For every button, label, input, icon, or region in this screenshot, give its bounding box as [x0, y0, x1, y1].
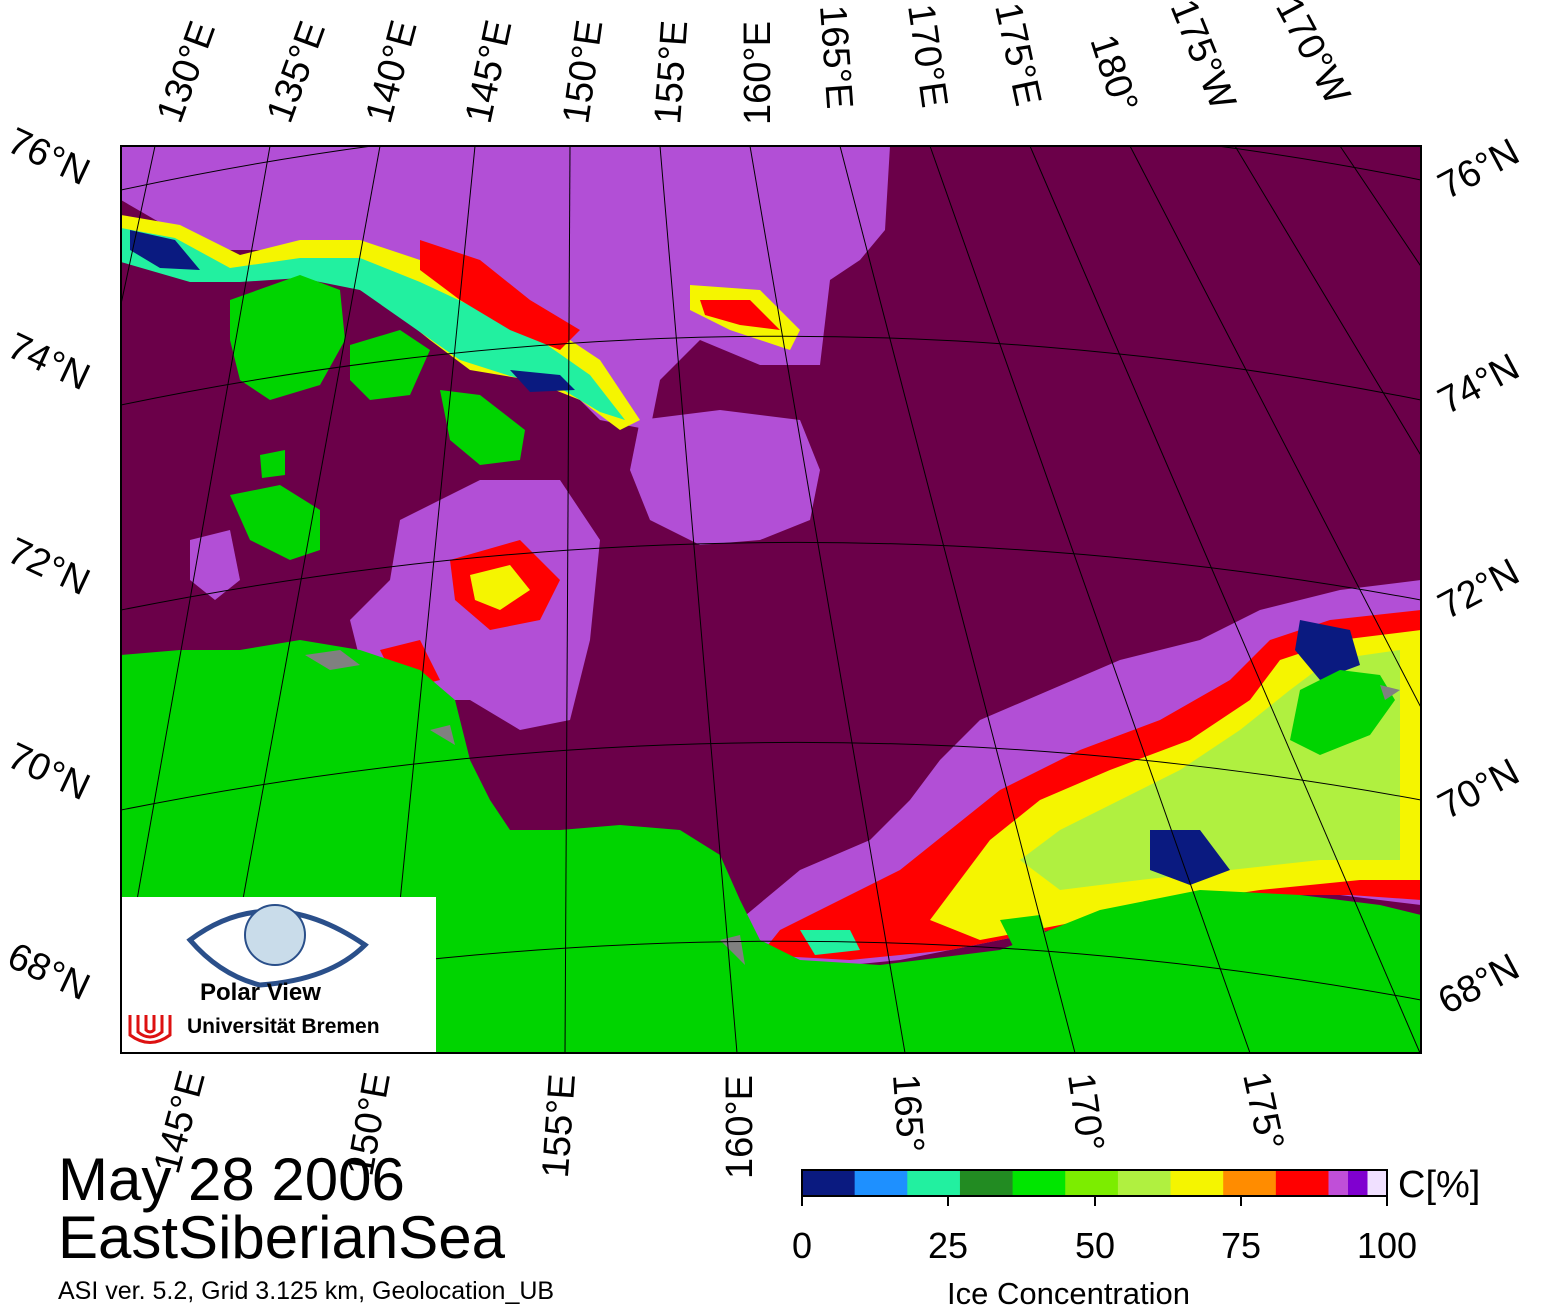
coast-mask: [305, 650, 1400, 965]
lon-label-bottom: 175°: [1234, 1068, 1291, 1154]
colorbar-segment: [907, 1170, 961, 1196]
colorbar-segment: [1223, 1170, 1277, 1196]
lat-label-left: 76°N: [1, 120, 96, 194]
lon-label-bottom: 155°E: [535, 1073, 584, 1180]
colorbar-tick-label: 100: [1356, 1225, 1418, 1266]
colorbar-segment: [1328, 1170, 1349, 1196]
colorbar-segment: [1348, 1170, 1368, 1196]
colorbar-tick-label: 25: [927, 1225, 969, 1266]
logo-institution: Universität Bremen: [187, 1015, 380, 1038]
bremen-logo-icon: [128, 1015, 172, 1044]
colorbar-segment: [802, 1170, 856, 1196]
colorbar-segment: [1117, 1170, 1172, 1196]
lon-label-top: 145°E: [458, 16, 521, 126]
colorbar-segment: [959, 1170, 1014, 1196]
map-frame: [120, 145, 1422, 1054]
colorbar-segment: [1275, 1170, 1329, 1196]
colorbar-ticks: [801, 1196, 1388, 1206]
graticule: [121, 146, 1421, 1053]
lon-label-top: 135°E: [259, 16, 334, 128]
lon-label-top: 180°: [1081, 30, 1145, 118]
colorbar-segment: [1065, 1170, 1119, 1196]
lyakhovsky-island: [230, 485, 320, 560]
new-siberian-islands-2: [350, 330, 430, 400]
colorbar-unit: C[%]: [1398, 1164, 1481, 1206]
lat-label-right: 68°N: [1432, 946, 1527, 1023]
lat-label-left: 74°N: [1, 325, 96, 399]
region-label: EastSiberianSea: [58, 1204, 505, 1271]
colorbar: [802, 1170, 1388, 1196]
mainland: [121, 640, 1421, 1053]
lon-label-bottom: 165°: [884, 1073, 931, 1154]
lon-label-top: 175°W: [1162, 0, 1244, 116]
colorbar-title: Ice Concentration: [947, 1276, 1190, 1311]
lon-label-bottom: 170°: [1059, 1070, 1112, 1154]
lon-label-bottom: 160°E: [719, 1075, 761, 1179]
lat-label-left: 72°N: [1, 530, 96, 604]
lon-label-top: 150°E: [555, 17, 611, 126]
lat-label-left: 70°N: [1, 735, 96, 809]
globe-icon: [244, 904, 306, 966]
lon-label-top: 130°E: [149, 16, 224, 128]
colorbar-tick-label: 50: [1074, 1225, 1116, 1266]
lon-label-top: 175°E: [986, 0, 1049, 110]
bear-island: [260, 450, 285, 478]
colorbar-tick-label: 0: [791, 1225, 813, 1266]
lon-label-top: 160°E: [737, 21, 779, 125]
polar-view-logo: Polar View Universität Bremen: [128, 904, 380, 1044]
lat-label-right: 76°N: [1432, 131, 1527, 208]
lon-label-top: 140°E: [358, 16, 425, 127]
lat-label-right: 72°N: [1432, 551, 1527, 628]
new-siberian-islands-3: [440, 390, 525, 465]
colorbar-segment: [1367, 1170, 1388, 1196]
lat-label-right: 74°N: [1432, 346, 1527, 423]
lon-label-top: 155°E: [647, 19, 696, 126]
lon-label-top: 170°E: [899, 1, 955, 110]
new-siberian-islands-1: [230, 275, 345, 400]
colorbar-segment: [1170, 1170, 1224, 1196]
date-label: May 28 2006: [58, 1146, 405, 1213]
top-lon-labels: 130°E 135°E 140°E 145°E 150°E 155°E 160°…: [149, 0, 1358, 128]
lat-label-right: 70°N: [1432, 751, 1527, 828]
lon-label-top: 165°E: [811, 4, 860, 111]
wrangel-island: [1290, 670, 1395, 755]
colorbar-segment: [854, 1170, 908, 1196]
lat-label-left: 68°N: [1, 935, 96, 1009]
lon-label-top: 170°W: [1267, 0, 1358, 111]
footnote: ASI ver. 5.2, Grid 3.125 km, Geolocation…: [58, 1277, 555, 1305]
lat-labels-right: 76°N 74°N 72°N 70°N 68°N: [1432, 131, 1527, 1023]
colorbar-tick-label: 75: [1220, 1225, 1262, 1266]
map-panel: [121, 146, 1421, 1053]
logo-name: Polar View: [200, 979, 321, 1006]
colorbar-segment: [1012, 1170, 1066, 1196]
land: [121, 275, 1421, 1053]
lat-labels-left: 76°N 74°N 72°N 70°N 68°N: [1, 120, 96, 1009]
